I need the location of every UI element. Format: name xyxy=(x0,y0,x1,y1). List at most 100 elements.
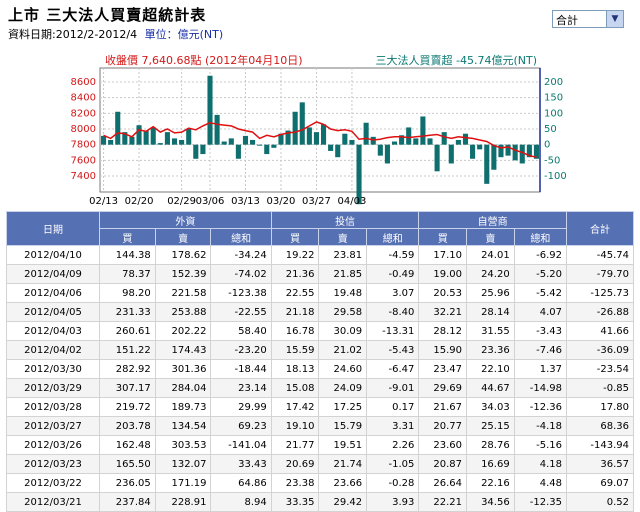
net-buy-bar xyxy=(193,144,199,159)
table-cell: -5.43 xyxy=(366,340,420,360)
header-foreign: 外資 xyxy=(99,211,272,229)
table-cell: 16.78 xyxy=(270,321,320,341)
table-row: 2012/04/03 260.61 202.22 58.40 16.78 30.09 -13… xyxy=(6,321,634,341)
net-buy-bar xyxy=(235,144,241,159)
table-cell: 21.36 xyxy=(270,264,320,284)
table-cell: 24.60 xyxy=(318,359,368,379)
left-tick-label: 8400 xyxy=(71,93,96,104)
table-cell: 19.48 xyxy=(318,283,368,303)
table-cell: 132.07 xyxy=(154,454,212,474)
table-cell: 44.67 xyxy=(466,378,515,398)
table-cell: 19.22 xyxy=(270,245,320,265)
net-buy-bar xyxy=(143,130,149,145)
table-cell: -36.09 xyxy=(566,340,634,360)
net-buy-bar xyxy=(427,138,433,145)
close-price-line xyxy=(103,121,537,158)
table-cell: -12.36 xyxy=(513,397,568,417)
x-tick-label: 03/06 xyxy=(196,196,225,207)
x-tick-label: 04/03 xyxy=(338,196,367,207)
net-buy-bar xyxy=(533,144,539,159)
header-trust: 投信 xyxy=(270,211,420,229)
left-tick-label: 8000 xyxy=(71,124,96,135)
header-dealer-buy: 買 xyxy=(418,228,468,246)
table-cell: 4.48 xyxy=(513,473,568,493)
table-cell: 23.81 xyxy=(318,245,368,265)
table-cell: 34.56 xyxy=(466,492,515,512)
table-cell: 18.13 xyxy=(270,359,320,379)
table-cell-date: 2012/03/26 xyxy=(6,435,100,455)
table-cell: 31.55 xyxy=(466,321,515,341)
table-cell-date: 2012/03/30 xyxy=(6,359,100,379)
net-buy-bar xyxy=(342,133,348,145)
net-buy-bar xyxy=(164,132,170,145)
chevron-down-icon[interactable]: ▼ xyxy=(606,11,623,27)
right-tick-label: 100 xyxy=(544,108,563,119)
table-cell: -12.35 xyxy=(513,492,568,512)
net-buy-bar xyxy=(285,130,291,145)
net-buy-bar xyxy=(221,141,227,145)
header-dealer-net: 總和 xyxy=(513,228,568,246)
net-buy-bar xyxy=(214,114,220,145)
table-cell: 28.14 xyxy=(466,302,515,322)
table-cell: -9.01 xyxy=(366,378,420,398)
table-cell: 1.37 xyxy=(513,359,568,379)
table-cell: 21.02 xyxy=(318,340,368,360)
net-buy-bar xyxy=(207,75,213,145)
table-cell: 28.12 xyxy=(418,321,468,341)
right-tick-label: -100 xyxy=(544,171,567,182)
left-tick-label: 7800 xyxy=(71,140,96,151)
table-cell: -0.49 xyxy=(366,264,420,284)
x-tick-label: 03/13 xyxy=(231,196,260,207)
table-cell: 15.59 xyxy=(270,340,320,360)
table-cell: 174.43 xyxy=(154,340,212,360)
table-cell: 17.10 xyxy=(418,245,468,265)
net-buy-bar xyxy=(313,132,319,145)
table-cell: 64.86 xyxy=(210,473,272,493)
table-cell: 228.91 xyxy=(154,492,212,512)
table-cell: 17.25 xyxy=(318,397,368,417)
table-cell: 24.01 xyxy=(466,245,515,265)
table-cell: 22.21 xyxy=(418,492,468,512)
table-row: 2012/03/30 282.92 301.36 -18.44 18.13 24.60 -6… xyxy=(6,359,634,379)
net-buy-bar xyxy=(136,125,142,145)
table-cell: 23.38 xyxy=(270,473,320,493)
table-cell: 21.74 xyxy=(318,454,368,474)
net-buy-label: 三大法人買賣超 -45.74億元(NT) xyxy=(376,53,538,67)
net-buy-bar xyxy=(101,135,107,145)
table-cell: 307.17 xyxy=(99,378,156,398)
table-cell: -4.18 xyxy=(513,416,568,436)
table-cell: 253.88 xyxy=(154,302,212,322)
table-cell: 284.04 xyxy=(154,378,212,398)
left-tick-label: 7400 xyxy=(71,171,96,182)
net-buy-bar xyxy=(115,111,121,145)
table-cell: -14.98 xyxy=(513,378,568,398)
table-cell: 152.39 xyxy=(154,264,212,284)
net-buy-bar xyxy=(108,139,114,145)
x-tick-label: 03/20 xyxy=(267,196,296,207)
net-buy-bar xyxy=(384,144,390,164)
table-cell: 4.07 xyxy=(513,302,568,322)
table-cell: 15.79 xyxy=(318,416,368,436)
institution-select[interactable]: 合計 ▼ xyxy=(552,10,624,28)
table-cell: 28.76 xyxy=(466,435,515,455)
table-cell: 23.47 xyxy=(418,359,468,379)
net-buy-bar xyxy=(406,127,412,145)
table-cell: 17.80 xyxy=(566,397,634,417)
table-cell: 20.69 xyxy=(270,454,320,474)
table-cell: 20.87 xyxy=(418,454,468,474)
table-cell: 151.22 xyxy=(99,340,156,360)
table-cell: 236.05 xyxy=(99,473,156,493)
table-cell: 41.66 xyxy=(566,321,634,341)
table-cell: 303.53 xyxy=(154,435,212,455)
net-buy-bar xyxy=(257,144,263,146)
table-cell: 15.90 xyxy=(418,340,468,360)
net-buy-bar xyxy=(484,144,490,184)
right-tick-label: 150 xyxy=(544,93,563,104)
institutional-trading-table: 日期 外資 投信 自營商 合計 買 賣 總和 買 賣 總和 買 賣 總和 201… xyxy=(6,211,634,512)
table-cell: 282.92 xyxy=(99,359,156,379)
table-cell: 3.93 xyxy=(366,492,420,512)
net-buy-bar xyxy=(321,124,327,145)
left-tick-label: 8200 xyxy=(71,108,96,119)
net-buy-bar xyxy=(179,139,185,145)
header-foreign-sell: 賣 xyxy=(154,228,212,246)
